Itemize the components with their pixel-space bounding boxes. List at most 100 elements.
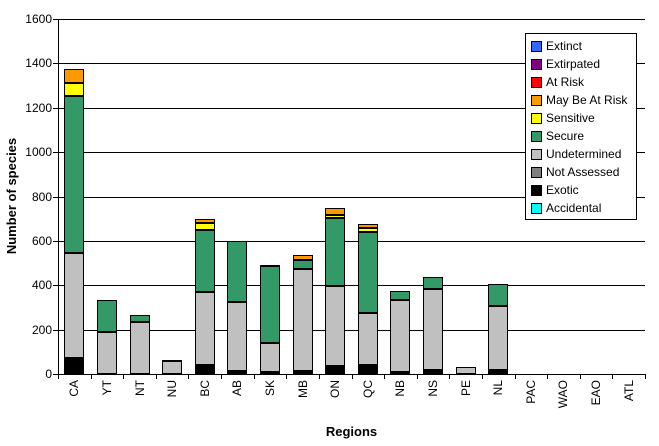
y-tick-label-1200: 1200 [25,101,52,115]
bar-segment-BC-may-be-at-risk [195,219,215,223]
y-tick-1400 [53,63,58,64]
x-tick-label-SK: SK [263,380,277,397]
y-tick-1600 [53,19,58,20]
bar-segment-ON-undetermined [325,286,345,366]
bar-segment-NB-secure [390,291,410,300]
y-tick-600 [53,241,58,242]
bar-segment-SK-undetermined [260,343,280,372]
y-tick-0 [53,374,58,375]
legend-item-not-assessed: Not Assessed [531,163,634,181]
legend-item-secure: Secure [531,127,634,145]
bar-segment-MB-may-be-at-risk [293,255,313,260]
x-tick-4 [188,375,189,379]
bar-segment-QC-exotic [358,365,378,374]
bar-segment-AB-secure [227,241,247,302]
bar-segment-CA-exotic [64,358,84,374]
bar-segment-CA-undetermined [64,253,84,358]
bar-segment-NU-undetermined [162,361,182,374]
x-tick-9 [352,375,353,379]
bar-segment-QC-undetermined [358,313,378,365]
bar-segment-NB-exotic [390,372,410,374]
legend-item-undetermined: Undetermined [531,145,634,163]
legend-item-sensitive: Sensitive [531,109,634,127]
x-tick-13 [482,375,483,379]
x-tick-label-MB: MB [296,380,310,398]
bar-segment-SK-may-be-at-risk [260,265,280,267]
bar-segment-ON-may-be-at-risk [325,208,345,215]
x-tick-5 [221,375,222,379]
legend-item-at-risk: At Risk [531,73,634,91]
y-tick-200 [53,330,58,331]
x-tick-2 [123,375,124,379]
y-tick-label-1600: 1600 [25,12,52,26]
legend-swatch-icon [531,202,542,214]
bar-segment-BC-exotic [195,365,215,374]
x-tick-label-AB: AB [230,380,244,397]
legend-label: Not Assessed [546,165,620,179]
x-tick-11 [417,375,418,379]
legend-swatch-icon [531,130,542,142]
x-tick-label-NB: NB [393,380,407,397]
x-tick-label-PE: PE [459,380,473,397]
gridline-600 [58,241,645,242]
y-tick-400 [53,285,58,286]
x-tick-label-NU: NU [165,380,179,398]
legend-label: Sensitive [546,111,595,125]
x-tick-label-YT: YT [100,380,114,396]
legend: Extinct Extirpated At Risk May Be At Risk Se… [525,33,637,220]
bar-segment-NS-secure [423,277,443,289]
y-tick-1200 [53,108,58,109]
x-tick-label-BC: BC [198,380,212,397]
x-tick-17 [612,375,613,379]
bar-segment-NS-undetermined [423,289,443,370]
x-tick-label-QC: QC [361,380,375,398]
legend-item-may-be-at-risk: May Be At Risk [531,91,634,109]
bar-segment-NL-exotic [488,370,508,374]
x-tick-18 [645,375,646,379]
bar-segment-ON-exotic [325,366,345,374]
gridline-1600 [58,19,645,20]
bar-segment-PE-undetermined [456,367,476,374]
bar-segment-SK-exotic [260,372,280,374]
y-tick-label-1000: 1000 [25,145,52,159]
legend-swatch-icon [531,58,542,70]
x-tick-label-CA: CA [67,380,81,397]
gridline-400 [58,285,645,286]
x-tick-label-NT: NT [133,380,147,396]
bar-segment-SK-secure [260,266,280,343]
y-tick-1000 [53,152,58,153]
bar-segment-NB-undetermined [390,300,410,372]
bar-segment-AB-undetermined [227,302,247,371]
y-tick-800 [53,197,58,198]
bar-segment-MB-exotic [293,371,313,374]
legend-item-exotic: Exotic [531,181,634,199]
legend-label: Extirpated [546,57,601,71]
x-tick-label-WAO: WAO [556,380,570,409]
bar-segment-MB-undetermined [293,269,313,371]
gridline-200 [58,330,645,331]
bar-segment-BC-sensitive [195,223,215,230]
x-tick-0 [58,375,59,379]
legend-swatch-icon [531,76,542,88]
y-tick-label-200: 200 [31,323,52,337]
x-tick-3 [156,375,157,379]
legend-label: Undetermined [546,147,622,161]
bar-segment-QC-sensitive [358,228,378,232]
legend-label: Secure [546,129,585,143]
bar-segment-NL-undetermined [488,306,508,370]
x-axis-title: Regions [325,424,378,439]
bar-segment-MB-secure [293,260,313,269]
y-tick-label-600: 600 [31,234,52,248]
legend-swatch-icon [531,148,542,160]
legend-swatch-icon [531,112,542,124]
gridline-1400 [58,63,645,64]
bar-segment-QC-secure [358,232,378,313]
x-tick-label-EAO: EAO [589,380,603,406]
gridline-1000 [58,152,645,153]
y-tick-label-800: 800 [31,190,52,204]
bar-segment-NT-undetermined [130,322,150,374]
y-axis-title: Number of species [4,137,19,255]
legend-swatch-icon [531,40,542,52]
gridline-800 [58,197,645,198]
